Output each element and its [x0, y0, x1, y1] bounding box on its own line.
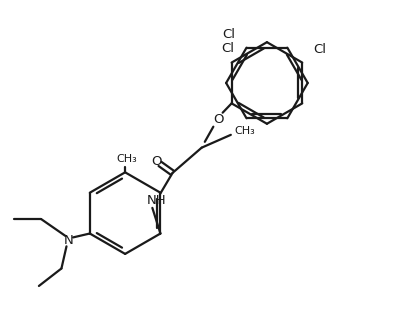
Text: Cl: Cl [221, 42, 234, 55]
Text: Cl: Cl [313, 43, 326, 56]
Text: Cl: Cl [223, 28, 236, 41]
Text: NH: NH [147, 194, 166, 207]
Text: CH₃: CH₃ [235, 126, 255, 136]
Text: O: O [213, 113, 223, 126]
Text: O: O [151, 155, 162, 168]
Text: CH₃: CH₃ [117, 154, 138, 164]
Text: N: N [63, 234, 73, 247]
